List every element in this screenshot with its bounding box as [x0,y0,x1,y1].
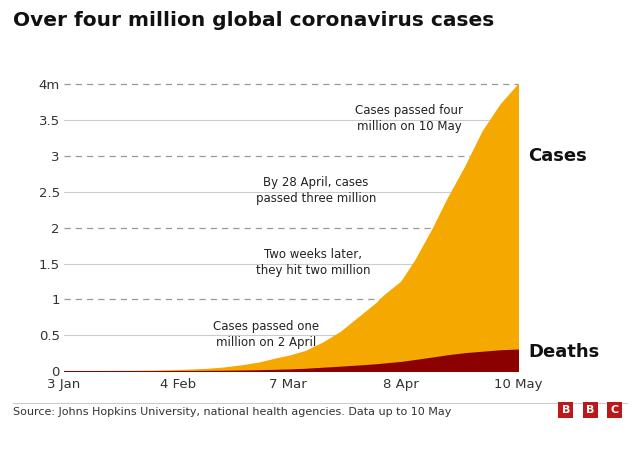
Text: Deaths: Deaths [528,343,599,361]
Text: C: C [611,405,618,415]
Text: Two weeks later,
they hit two million: Two weeks later, they hit two million [256,248,370,277]
Text: B: B [561,405,570,415]
Text: Source: Johns Hopkins University, national health agencies. Data up to 10 May: Source: Johns Hopkins University, nation… [13,407,451,417]
Text: B: B [586,405,595,415]
Text: Cases passed four
million on 10 May: Cases passed four million on 10 May [355,104,463,133]
Text: Cases: Cases [528,147,587,165]
Text: Over four million global coronavirus cases: Over four million global coronavirus cas… [13,11,494,30]
Text: Cases passed one
million on 2 April: Cases passed one million on 2 April [213,320,319,349]
Text: By 28 April, cases
passed three million: By 28 April, cases passed three million [256,176,376,205]
